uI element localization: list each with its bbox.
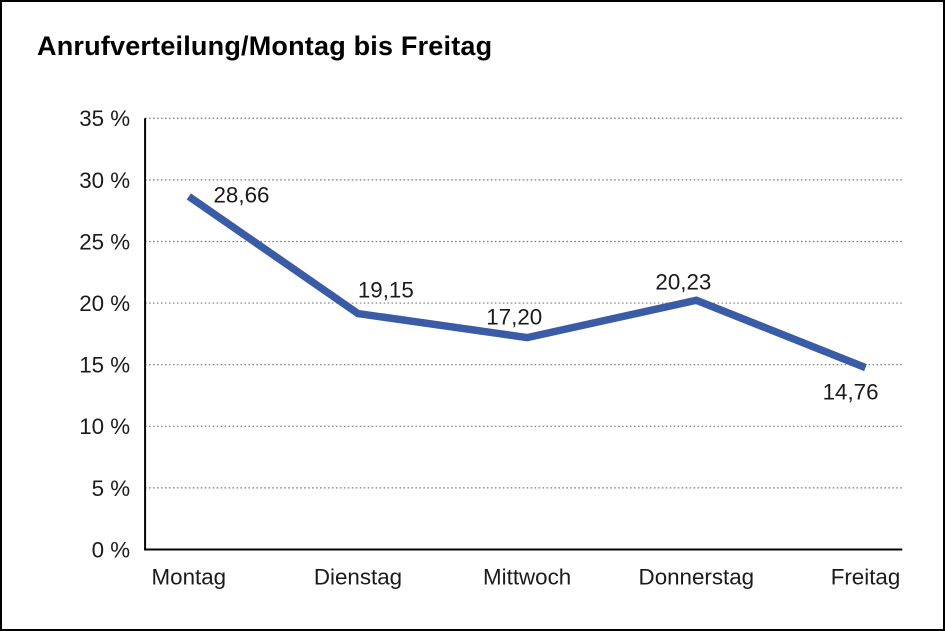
y-tick-label: 5 % bbox=[92, 476, 131, 501]
y-tick-label: 35 % bbox=[79, 106, 130, 131]
data-point-label: 28,66 bbox=[214, 182, 270, 207]
x-category-label: Donnerstag bbox=[639, 564, 755, 589]
y-tick-label: 30 % bbox=[79, 168, 130, 193]
x-category-label: Montag bbox=[152, 564, 227, 589]
chart-title: Anrufverteilung/Montag bis Freitag bbox=[37, 31, 493, 61]
y-tick-label: 20 % bbox=[79, 291, 130, 316]
x-category-label: Mittwoch bbox=[483, 564, 571, 589]
data-point-label: 19,15 bbox=[358, 278, 414, 303]
data-series-line bbox=[186, 193, 867, 372]
y-tick-label: 0 % bbox=[92, 537, 131, 562]
y-tick-label: 15 % bbox=[79, 353, 130, 378]
data-point-label: 17,20 bbox=[486, 305, 542, 330]
y-tick-label: 25 % bbox=[79, 229, 130, 254]
data-point-label: 14,76 bbox=[823, 379, 879, 404]
x-category-label: Dienstag bbox=[314, 564, 402, 589]
y-tick-label: 10 % bbox=[79, 414, 130, 439]
data-point-label: 20,23 bbox=[655, 269, 711, 294]
x-category-label: Freitag bbox=[831, 564, 901, 589]
